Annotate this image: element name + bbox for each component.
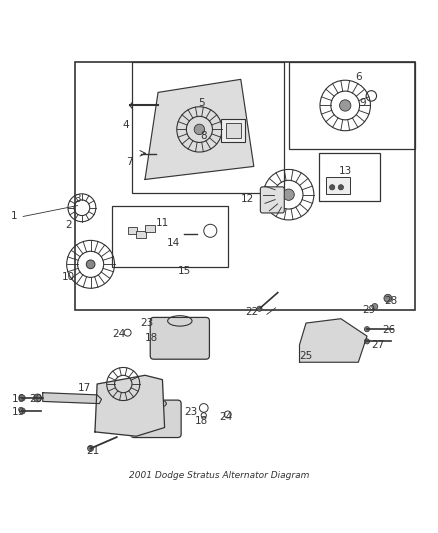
Bar — [221, 118, 245, 142]
Bar — [289, 62, 415, 149]
Bar — [113, 206, 228, 266]
Text: 19: 19 — [12, 407, 25, 417]
Text: 18: 18 — [195, 416, 208, 426]
Text: 18: 18 — [145, 333, 158, 343]
Text: 24: 24 — [219, 411, 232, 422]
Circle shape — [34, 394, 42, 402]
Text: 6: 6 — [355, 72, 362, 82]
Bar — [325, 177, 350, 194]
Bar — [145, 225, 155, 232]
Text: 28: 28 — [384, 296, 398, 306]
Text: 9: 9 — [359, 98, 366, 108]
Text: 13: 13 — [339, 166, 352, 176]
Circle shape — [338, 184, 343, 190]
Text: 4: 4 — [122, 120, 129, 130]
Circle shape — [384, 294, 392, 302]
Text: 8: 8 — [201, 131, 207, 141]
Circle shape — [339, 100, 351, 111]
Text: 11: 11 — [156, 218, 169, 228]
Text: 24: 24 — [112, 329, 126, 339]
Text: 25: 25 — [300, 351, 313, 361]
Circle shape — [372, 303, 378, 310]
Bar — [132, 62, 284, 192]
Bar — [319, 154, 380, 201]
Circle shape — [194, 124, 205, 135]
Text: 22: 22 — [245, 307, 258, 317]
Text: 2: 2 — [66, 220, 72, 230]
Text: 15: 15 — [177, 266, 191, 276]
Text: 20: 20 — [30, 394, 43, 404]
Text: 23: 23 — [141, 318, 154, 328]
Bar — [136, 231, 146, 238]
Text: 1: 1 — [11, 212, 18, 221]
Text: 14: 14 — [167, 238, 180, 247]
Circle shape — [283, 189, 294, 200]
Text: 26: 26 — [382, 325, 396, 335]
Bar — [226, 123, 241, 138]
Bar — [75, 62, 415, 310]
Text: 12: 12 — [240, 194, 254, 204]
Text: 5: 5 — [198, 98, 205, 108]
Circle shape — [86, 260, 95, 269]
FancyBboxPatch shape — [260, 187, 284, 213]
Text: 10: 10 — [62, 272, 75, 282]
Circle shape — [19, 408, 25, 414]
Text: 27: 27 — [371, 340, 385, 350]
Text: 29: 29 — [363, 305, 376, 315]
Circle shape — [364, 327, 370, 332]
Polygon shape — [43, 393, 102, 403]
Text: 21: 21 — [86, 447, 99, 456]
FancyBboxPatch shape — [131, 400, 181, 438]
Text: 16: 16 — [12, 394, 25, 404]
Text: 3: 3 — [74, 194, 81, 204]
FancyBboxPatch shape — [150, 318, 209, 359]
Circle shape — [257, 306, 262, 311]
Circle shape — [19, 395, 25, 401]
Polygon shape — [95, 375, 165, 436]
Text: 7: 7 — [127, 157, 133, 167]
Circle shape — [88, 446, 94, 451]
Text: 17: 17 — [78, 383, 91, 393]
Circle shape — [329, 184, 335, 190]
Polygon shape — [300, 319, 367, 362]
Circle shape — [364, 339, 370, 344]
Polygon shape — [145, 79, 254, 180]
Text: 2001 Dodge Stratus Alternator Diagram: 2001 Dodge Stratus Alternator Diagram — [129, 471, 309, 480]
Text: 23: 23 — [184, 407, 198, 417]
Bar — [127, 227, 137, 234]
